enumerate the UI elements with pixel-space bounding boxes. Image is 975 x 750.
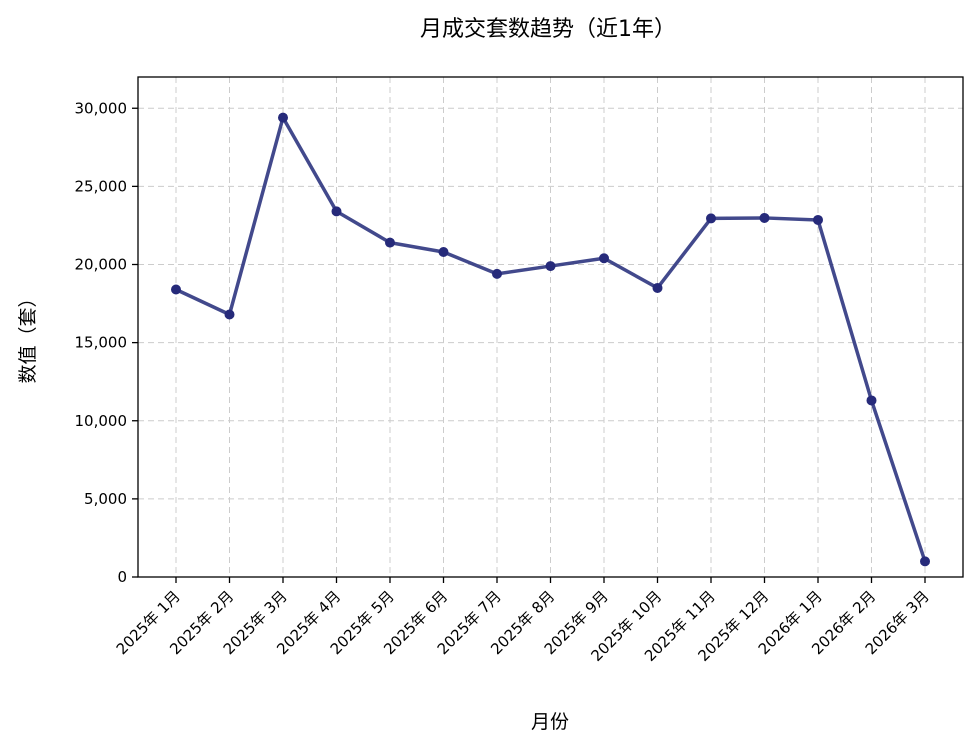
data-point <box>224 309 235 320</box>
data-point <box>385 237 395 248</box>
data-point <box>545 261 556 272</box>
data-point <box>866 395 877 406</box>
y-tick-label: 15,000 <box>75 334 128 352</box>
y-tick-label: 10,000 <box>75 412 128 430</box>
data-point <box>759 212 770 223</box>
data-point <box>438 247 449 257</box>
data-point <box>171 284 181 295</box>
data-point <box>706 213 716 224</box>
data-point <box>813 214 823 225</box>
y-tick-label: 30,000 <box>75 99 128 117</box>
x-axis-label: 月份 <box>531 711 569 733</box>
data-point <box>599 253 609 264</box>
series-layer <box>171 112 930 567</box>
data-point <box>492 268 502 279</box>
y-tick-label: 20,000 <box>75 256 128 274</box>
y-tick-label: 5,000 <box>84 490 127 508</box>
y-tick-label: 25,000 <box>75 177 128 195</box>
data-point <box>920 556 930 567</box>
plot-frame <box>137 76 964 578</box>
data-point <box>331 206 342 217</box>
data-point <box>652 282 663 293</box>
chart-title: 月成交套数趋势（近1年） <box>420 17 676 42</box>
y-tick-label: 0 <box>117 568 127 586</box>
data-point <box>278 112 288 123</box>
y-axis-label: 数值（套） <box>17 288 39 383</box>
y-axis-ticks: 0 5,000 10,000 15,000 20,000 25,000 30,000 <box>75 99 138 586</box>
grid-layer <box>138 77 963 577</box>
